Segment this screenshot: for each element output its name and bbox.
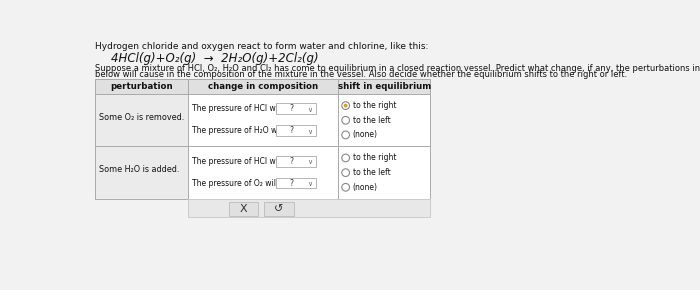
Text: 4HCl(g)+O₂(g)  →  2H₂O(g)+2Cl₂(g): 4HCl(g)+O₂(g) → 2H₂O(g)+2Cl₂(g) [111, 52, 318, 65]
Text: Suppose a mixture of HCl, O₂, H₂O and Cl₂ has come to equilibrium in a closed re: Suppose a mixture of HCl, O₂, H₂O and Cl… [95, 64, 700, 73]
Text: ∨: ∨ [307, 159, 312, 165]
Bar [276, 103, 316, 114]
Bar [338, 146, 430, 199]
Circle shape [342, 116, 349, 124]
Text: ?: ? [290, 179, 293, 188]
Circle shape [342, 102, 349, 109]
Circle shape [342, 169, 349, 177]
Text: ∨: ∨ [307, 181, 312, 187]
Text: Some O₂ is removed.: Some O₂ is removed. [99, 113, 185, 122]
Text: change in composition: change in composition [208, 82, 318, 91]
Bar [188, 94, 338, 146]
Bar [95, 79, 188, 94]
Text: shift in equilibrium: shift in equilibrium [337, 82, 430, 91]
Text: below will cause in the composition of the mixture in the vessel. Also decide wh: below will cause in the composition of t… [95, 70, 628, 79]
Text: to the right: to the right [353, 153, 396, 162]
Text: to the left: to the left [353, 116, 391, 125]
Text: ∨: ∨ [307, 106, 312, 113]
Text: Hydrogen chloride and oxygen react to form water and chlorine, like this:: Hydrogen chloride and oxygen react to fo… [95, 42, 429, 51]
Bar [276, 125, 316, 136]
Bar [276, 156, 316, 166]
Bar [188, 79, 338, 94]
Text: perturbation: perturbation [111, 82, 173, 91]
Bar [229, 202, 258, 216]
Bar [95, 146, 188, 199]
Text: The pressure of HCl will: The pressure of HCl will [192, 157, 282, 166]
Bar [188, 146, 338, 199]
Text: ?: ? [290, 104, 293, 113]
Text: The pressure of O₂ will: The pressure of O₂ will [192, 179, 278, 188]
Text: (none): (none) [353, 130, 377, 139]
Text: X: X [240, 204, 247, 214]
Bar [265, 202, 294, 216]
Text: ?: ? [290, 157, 293, 166]
Bar [188, 199, 430, 217]
Text: ∨: ∨ [307, 128, 312, 135]
Bar [338, 94, 430, 146]
Circle shape [342, 184, 349, 191]
Text: The pressure of H₂O will: The pressure of H₂O will [192, 126, 284, 135]
Bar [95, 94, 188, 146]
Text: to the left: to the left [353, 168, 391, 177]
Text: to the right: to the right [353, 101, 396, 110]
Text: Some H₂O is added.: Some H₂O is added. [99, 165, 180, 174]
Text: The pressure of HCl will: The pressure of HCl will [192, 104, 282, 113]
Bar [276, 178, 316, 189]
Circle shape [344, 104, 348, 108]
Circle shape [342, 131, 349, 139]
Text: ↺: ↺ [274, 204, 284, 214]
Bar [338, 79, 430, 94]
Text: ?: ? [290, 126, 293, 135]
Circle shape [342, 154, 349, 162]
Text: (none): (none) [353, 183, 377, 192]
